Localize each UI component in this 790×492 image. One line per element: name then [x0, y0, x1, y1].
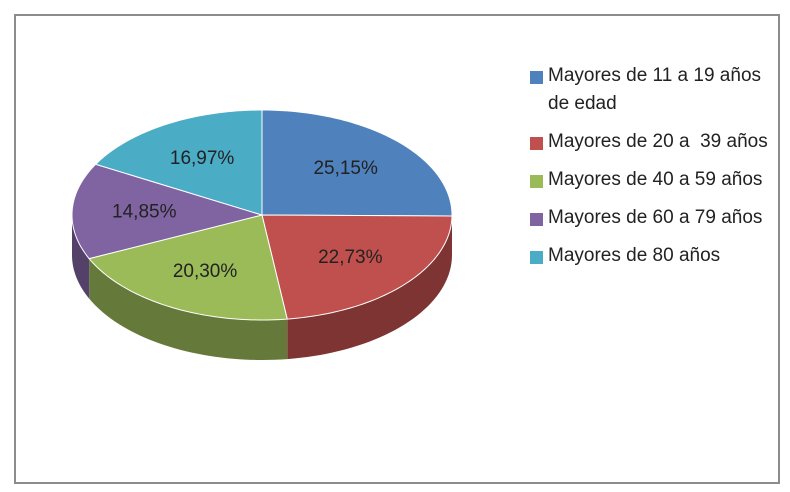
legend-swatch: [530, 251, 543, 264]
data-label: 16,97%: [170, 148, 235, 169]
slice-side: [89, 258, 288, 360]
data-label: 25,15%: [313, 158, 378, 179]
slice-side: [287, 215, 452, 360]
legend-label: Mayores de 40 a 59 años: [548, 169, 763, 190]
legend-item: Mayores de 11 a 19 años de edad: [530, 62, 780, 118]
slice: [88, 214, 288, 321]
legend-label: Mayores de 11 a 19 años de edad: [548, 65, 772, 114]
legend-item: Mayores de 20 a 39 años: [530, 128, 780, 156]
slice-side: [72, 215, 90, 299]
legend: Mayores de 11 a 19 años de edad Mayores d…: [530, 62, 780, 280]
legend-label: Mayores de 20 a 39 años: [548, 131, 768, 152]
legend-label: Mayores de 60 a 79 años: [548, 207, 763, 228]
data-label: 14,85%: [112, 202, 177, 223]
legend-label: Mayores de 80 años: [548, 245, 721, 266]
slice: [261, 109, 453, 217]
legend-swatch: [530, 137, 543, 150]
legend-item: Mayores de 60 a 79 años: [530, 204, 780, 232]
legend-swatch: [530, 175, 543, 188]
data-label: 20,30%: [173, 261, 238, 282]
legend-item: Mayores de 80 años: [530, 242, 780, 270]
legend-item: Mayores de 40 a 59 años: [530, 166, 780, 194]
slice: [71, 163, 264, 260]
data-label: 22,73%: [318, 247, 383, 268]
legend-swatch: [530, 71, 543, 84]
chart-frame: [14, 14, 780, 484]
slice: [261, 214, 453, 320]
slice: [94, 109, 263, 216]
legend-swatch: [530, 213, 543, 226]
